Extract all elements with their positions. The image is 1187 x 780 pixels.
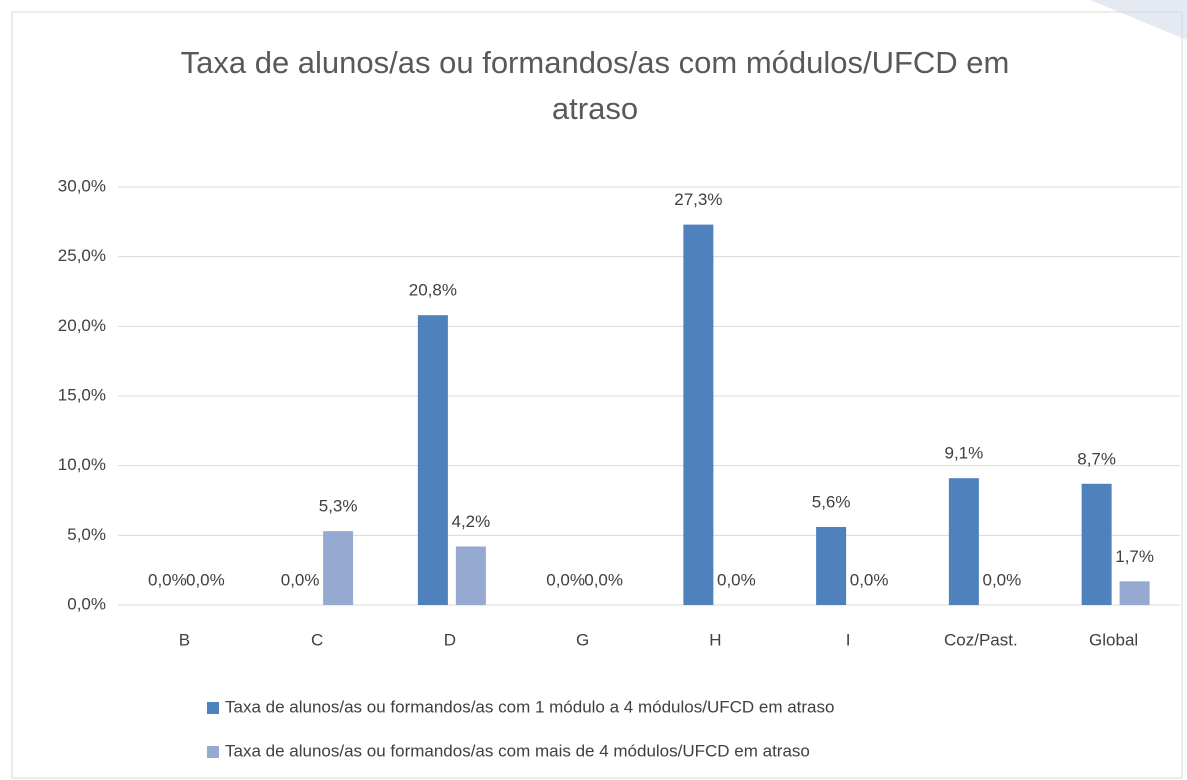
chart-title: Taxa de alunos/as ou formandos/as com mó… xyxy=(180,45,1010,126)
legend-label: Taxa de alunos/as ou formandos/as com ma… xyxy=(225,741,810,760)
y-tick-label: 0,0% xyxy=(67,594,106,613)
x-tick-label: I xyxy=(846,630,851,649)
data-label: 5,3% xyxy=(319,497,358,516)
data-label: 20,8% xyxy=(409,281,457,300)
bar xyxy=(816,526,847,605)
y-tick-label: 30,0% xyxy=(58,176,106,195)
x-tick-label: H xyxy=(709,630,721,649)
data-label: 8,7% xyxy=(1077,449,1116,468)
x-tick-label: Global xyxy=(1089,630,1138,649)
y-tick-label: 25,0% xyxy=(58,246,106,265)
y-tick-label: 15,0% xyxy=(58,385,106,404)
data-label: 0,0% xyxy=(983,570,1022,589)
data-label: 0,0% xyxy=(186,570,225,589)
decoration xyxy=(1090,0,1187,40)
data-label: 4,2% xyxy=(452,512,491,531)
legend-label: Taxa de alunos/as ou formandos/as com 1 … xyxy=(225,697,834,716)
chart-border xyxy=(11,11,1183,779)
x-tick-label: D xyxy=(444,630,456,649)
bar xyxy=(948,478,979,605)
x-tick-label: Coz/Past. xyxy=(944,630,1018,649)
bar xyxy=(683,224,714,605)
data-label: 27,3% xyxy=(674,190,722,209)
data-label: 0,0% xyxy=(717,570,756,589)
data-label: 0,0% xyxy=(584,570,623,589)
legend-swatch xyxy=(207,702,219,714)
x-tick-label: G xyxy=(576,630,589,649)
data-label: 0,0% xyxy=(546,570,585,589)
data-label: 0,0% xyxy=(281,570,320,589)
bar xyxy=(455,546,486,605)
legend-swatch xyxy=(207,746,219,758)
x-tick-label: B xyxy=(179,630,190,649)
y-tick-label: 10,0% xyxy=(58,455,106,474)
data-label: 0,0% xyxy=(148,570,187,589)
bar xyxy=(1081,483,1112,605)
data-label: 5,6% xyxy=(812,492,851,511)
y-tick-label: 5,0% xyxy=(67,525,106,544)
data-label: 0,0% xyxy=(850,570,889,589)
y-tick-label: 20,0% xyxy=(58,316,106,335)
bar xyxy=(417,315,448,605)
bar xyxy=(323,531,354,605)
data-label: 1,7% xyxy=(1115,547,1154,566)
x-tick-label: C xyxy=(311,630,323,649)
data-label: 9,1% xyxy=(945,444,984,463)
bar xyxy=(1119,581,1150,605)
